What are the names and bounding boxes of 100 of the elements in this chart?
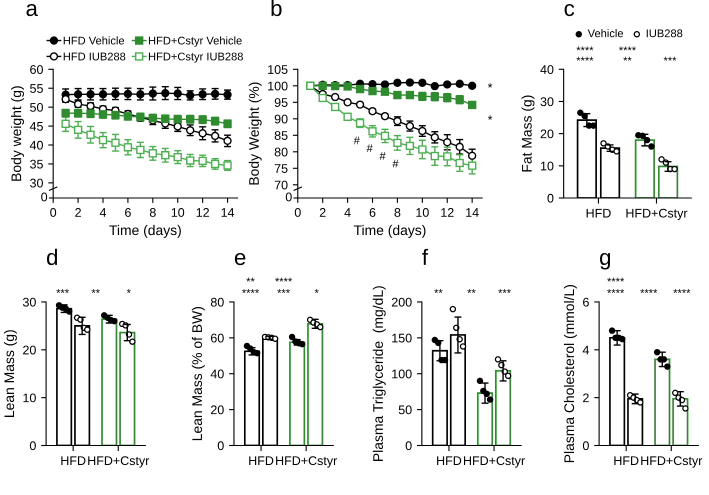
x-tick-label: HFD+Cstyr: [464, 456, 525, 468]
annotation: #: [392, 160, 399, 168]
y-tick-label: 2: [583, 393, 589, 402]
x-tick-label: HFD+Cstyr: [88, 456, 150, 468]
legend-label: Vehicle: [588, 29, 624, 38]
y-tick-label: 35: [30, 160, 43, 169]
y-tick-label: 70: [274, 180, 288, 190]
x-tick-label: 4: [100, 208, 106, 217]
y-tick-label: 0: [547, 194, 554, 203]
text: ****: [242, 289, 259, 294]
y-tick-label: 200: [392, 298, 412, 307]
chart-title: e: [234, 252, 246, 266]
chart-title: b: [272, 0, 282, 16]
text: ****: [673, 289, 690, 294]
y-tick-label: 0: [30, 441, 36, 450]
text: ****: [618, 46, 636, 50]
y-tick-label: 40: [210, 370, 224, 378]
text: ****: [576, 46, 594, 50]
text: **: [623, 56, 632, 61]
x-tick-label: 2: [75, 208, 81, 217]
text: ****: [640, 289, 658, 294]
y-tick-label: 100: [268, 82, 288, 90]
x-tick-label: 6: [370, 208, 376, 217]
chart-title: a: [26, 4, 38, 16]
y-tick-label: 20: [23, 346, 36, 354]
x-tick-label: 14: [466, 208, 479, 217]
text: ****: [607, 289, 624, 294]
y-tick-label: 20: [210, 405, 224, 414]
x-tick-label: HFD: [437, 456, 462, 465]
y-tick-label: 85: [274, 131, 288, 140]
x-tick-label: 12: [441, 208, 454, 217]
legend-label: HFD IUB288: [64, 52, 126, 60]
y-tick-label: 80: [210, 298, 224, 307]
text: ***: [664, 56, 676, 61]
y-tick-label: 100: [392, 370, 412, 378]
y-tick-label: 50: [30, 102, 43, 112]
x-tick-label: 12: [196, 208, 209, 217]
chart-title: c: [564, 4, 574, 16]
y-tick-label: 75: [274, 164, 288, 173]
legend-label: HFD+Cstyr Vehicle: [148, 36, 242, 47]
annotation: #: [366, 144, 373, 152]
x-tick-label: 10: [172, 208, 184, 217]
y-tick-label: 55: [30, 84, 43, 93]
y-tick-label: 4: [582, 346, 590, 354]
text: ***: [56, 289, 69, 294]
y-tick-label: 60: [30, 65, 43, 74]
text: ****: [607, 278, 624, 282]
x-tick-label: 0: [294, 208, 301, 217]
y-axis-title: Body weight (g): [11, 86, 24, 181]
x-axis-title: Time (days): [354, 224, 426, 238]
chart-title: g: [600, 252, 610, 270]
text: ***: [498, 289, 511, 294]
text: *: [488, 115, 492, 120]
text: ****: [576, 56, 594, 61]
x-tick-label: 0: [50, 208, 56, 217]
legend-label: HFD+Cstyr IUB288: [148, 52, 243, 63]
y-axis-title: Lean Mass (% of BW): [192, 307, 205, 440]
y-tick-label: 90: [274, 114, 288, 124]
x-tick-label: HFD: [249, 456, 274, 465]
y-tick-label: 0: [582, 441, 589, 450]
x-tick-label: HFD: [586, 208, 611, 218]
annotation: #: [354, 136, 360, 144]
x-tick-label: 10: [416, 208, 429, 217]
x-axis-title: Time (days): [109, 224, 181, 238]
y-tick-label: 30: [30, 178, 43, 188]
x-tick-label: 8: [150, 208, 156, 217]
x-tick-label: HFD: [61, 456, 86, 465]
y-tick-label: 95: [274, 98, 288, 107]
annotation: #: [380, 152, 386, 160]
y-axis-title: Plasma Cholesterol (mmol/L): [564, 285, 577, 462]
y-tick-label: 105: [268, 65, 288, 74]
x-tick-label: 2: [320, 208, 326, 217]
y-tick-label: 30: [540, 97, 554, 106]
y-tick-label: 80: [274, 148, 288, 156]
y-tick-label: 0: [406, 441, 412, 450]
chart-title: d: [47, 248, 58, 266]
chart-title: f: [422, 248, 428, 265]
text: **: [92, 289, 100, 294]
y-tick-label: 10: [23, 393, 36, 402]
y-axis-title: Lean Mass (g): [4, 330, 17, 417]
x-tick-label: HFD+Cstyr: [276, 456, 338, 468]
text: **: [246, 278, 255, 282]
x-tick-label: HFD: [614, 456, 638, 465]
y-tick-label: 20: [540, 129, 554, 138]
x-tick-label: 6: [125, 208, 131, 217]
x-tick-label: 8: [394, 208, 400, 217]
y-axis-title: Fat Mass (g): [522, 96, 534, 172]
y-tick-label: 50: [398, 405, 412, 414]
y-axis-title: Body Weight (%): [248, 82, 262, 184]
y-tick-label: 6: [583, 298, 589, 307]
legend-label: HFD Vehicle: [64, 36, 124, 45]
x-tick-label: 14: [222, 208, 234, 217]
y-axis-title: Plasma Triglyceride (mg/dL): [372, 286, 386, 461]
y-tick-label: 45: [30, 122, 43, 131]
y-tick-label: 30: [22, 298, 36, 307]
text: *: [488, 83, 492, 88]
text: *: [314, 289, 319, 294]
x-tick-label: HFD+Cstyr: [641, 456, 702, 468]
text: *: [126, 289, 131, 294]
legend-label: IUB288: [646, 29, 682, 38]
